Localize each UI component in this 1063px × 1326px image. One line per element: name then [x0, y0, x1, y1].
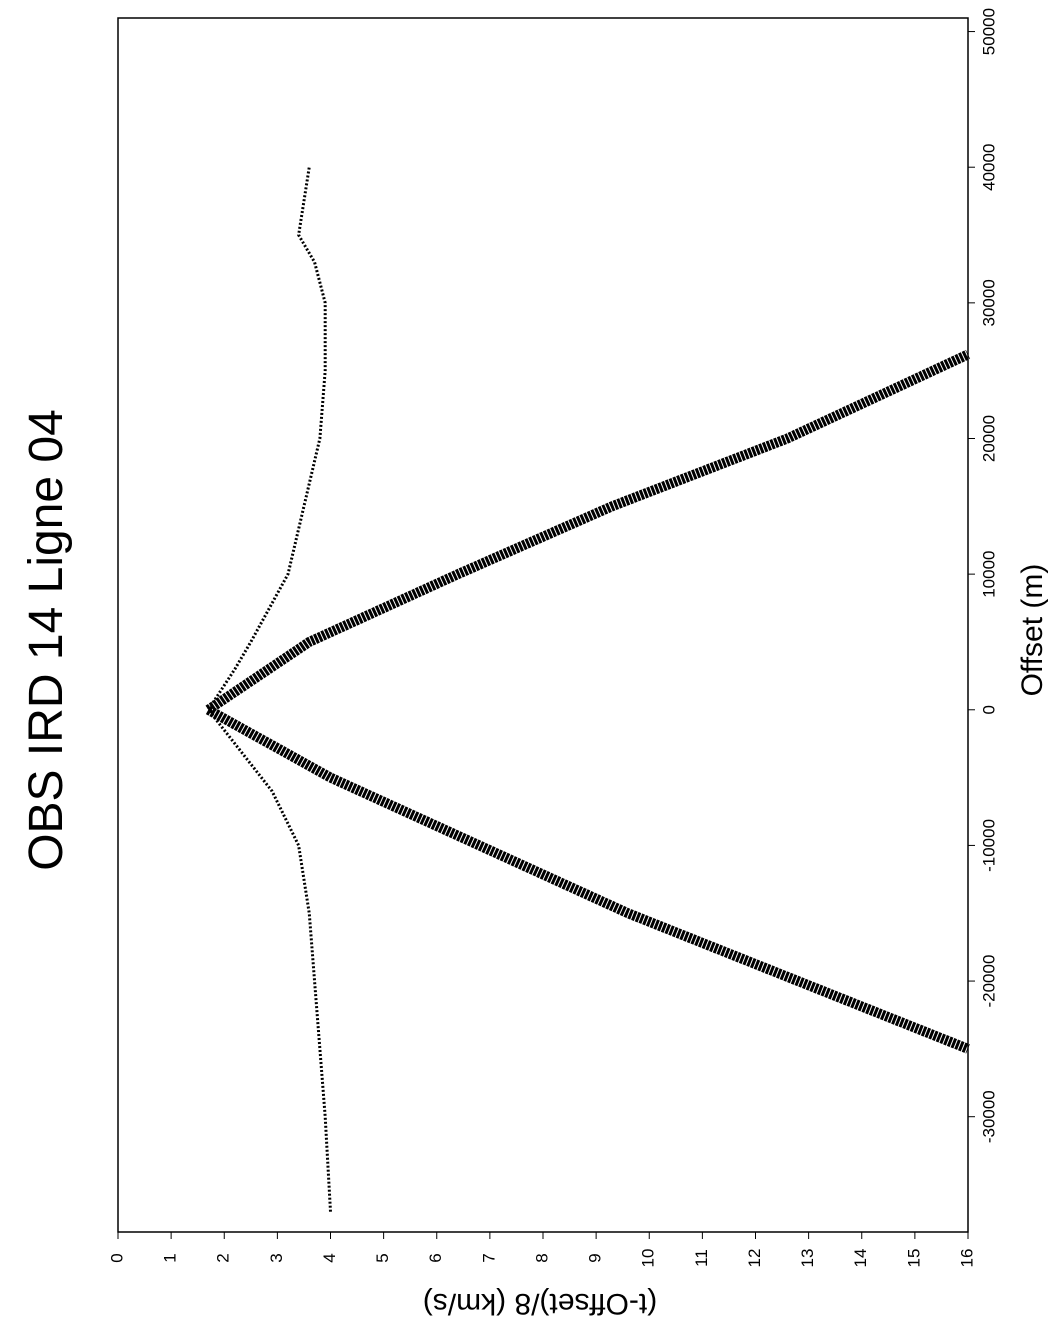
plot-frame [117, 17, 969, 1233]
x-tick-label: -30000 [979, 1090, 998, 1143]
arrival-line [205, 349, 971, 714]
y-tick-label: 9 [586, 1253, 605, 1262]
y-tick-label: 7 [479, 1253, 498, 1262]
y-tick-label: 0 [107, 1253, 126, 1262]
x-tick-label: 0 [979, 705, 998, 714]
y-tick-label: 8 [532, 1253, 551, 1262]
x-axis-label: Offset (m) [1016, 564, 1049, 697]
x-tick-label: 30000 [979, 279, 998, 326]
y-tick-label: 16 [957, 1249, 976, 1268]
y-tick-label: 2 [214, 1253, 233, 1262]
x-tick-label: -10000 [979, 819, 998, 872]
x-tick-label: 20000 [979, 415, 998, 462]
y-tick-label: 14 [851, 1249, 870, 1268]
y-tick-label: 5 [373, 1253, 392, 1262]
y-tick-label: 1 [161, 1253, 180, 1262]
arrival-line [205, 705, 970, 1054]
arrival-line [206, 166, 332, 1212]
chart-title: OBS IRD 14 Ligne 04 [20, 409, 73, 871]
y-axis-label: (t-Offset)/8 (km/s) [423, 1287, 657, 1320]
y-tick-label: 4 [320, 1253, 339, 1262]
y-tick-label: 15 [904, 1249, 923, 1268]
x-tick-label: 50000 [979, 8, 998, 55]
y-tick-label: 3 [267, 1253, 286, 1262]
y-tick-label: 12 [745, 1249, 764, 1268]
y-tick-label: 13 [798, 1249, 817, 1268]
x-tick-label: 40000 [979, 144, 998, 191]
y-tick-label: 6 [426, 1253, 445, 1262]
y-tick-label: 10 [639, 1249, 658, 1268]
x-tick-label: -20000 [979, 955, 998, 1008]
y-tick-label: 11 [692, 1249, 711, 1267]
x-tick-label: 10000 [979, 550, 998, 597]
